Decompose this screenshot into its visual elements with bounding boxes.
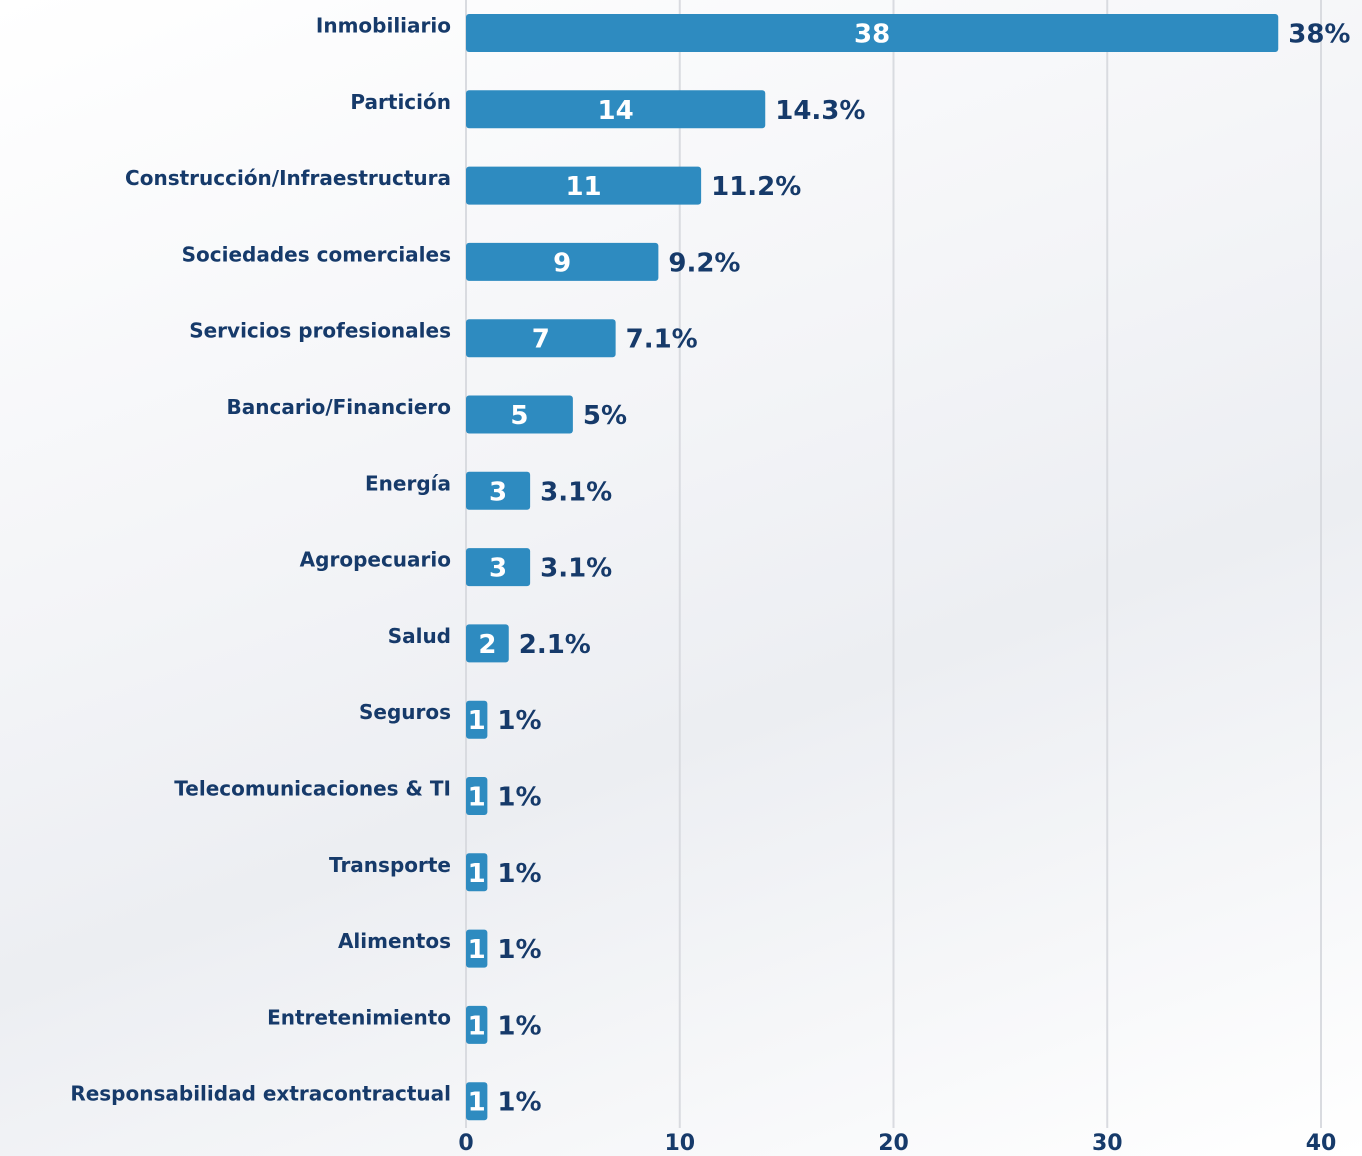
bar — [466, 166, 702, 205]
category-label: Salud — [388, 624, 451, 648]
bar — [466, 700, 488, 739]
bar — [466, 14, 1279, 52]
bar — [466, 1005, 488, 1044]
percent-label: 1% — [497, 935, 541, 965]
bar-value-label: 2 — [478, 630, 496, 660]
category-label: Transporte — [329, 853, 451, 877]
bar — [466, 929, 488, 968]
category-label: Alimentos — [338, 929, 451, 953]
bar — [466, 853, 488, 892]
bar-value-label: 11 — [565, 172, 601, 202]
percent-label: 5% — [583, 401, 627, 431]
percent-label: 7.1% — [626, 325, 698, 355]
bar-value-label: 1 — [468, 859, 486, 889]
bar — [466, 90, 766, 129]
bar — [466, 471, 531, 510]
bar-value-label: 1 — [468, 1011, 486, 1041]
x-tick-label: 40 — [1306, 1131, 1337, 1156]
bar — [466, 1082, 488, 1121]
x-tick-label: 0 — [458, 1131, 473, 1156]
percent-label: 38% — [1288, 20, 1350, 50]
category-label: Inmobiliario — [316, 14, 451, 38]
bar-value-label: 1 — [468, 935, 486, 965]
category-label: Entretenimiento — [267, 1005, 451, 1029]
percent-label: 1% — [497, 783, 541, 813]
category-label: Energía — [365, 471, 451, 495]
bar-value-label: 3 — [489, 554, 507, 584]
category-label: Construcción/Infraestructura — [125, 166, 451, 190]
percent-label: 2.1% — [519, 630, 591, 660]
bar — [466, 395, 573, 434]
bar-value-label: 5 — [510, 401, 528, 431]
category-label: Partición — [350, 90, 451, 114]
x-tick-label: 20 — [878, 1131, 909, 1156]
bar — [466, 624, 509, 663]
bar — [466, 242, 659, 281]
bar — [466, 777, 488, 815]
bar — [466, 319, 616, 358]
bar-value-label: 14 — [598, 96, 634, 126]
category-label: Agropecuario — [300, 548, 451, 572]
category-label: Responsabilidad extracontractual — [70, 1082, 451, 1106]
bar — [466, 548, 531, 587]
percent-label: 14.3% — [775, 96, 865, 126]
bar-value-label: 1 — [468, 1088, 486, 1118]
x-tick-label: 10 — [664, 1131, 695, 1156]
category-label: Bancario/Financiero — [227, 395, 451, 419]
percent-label: 1% — [497, 706, 541, 736]
category-label: Sociedades comerciales — [182, 242, 451, 266]
x-tick-label: 30 — [1092, 1131, 1123, 1156]
bar-value-label: 9 — [553, 248, 571, 278]
percent-label: 1% — [497, 1011, 541, 1041]
percent-label: 3.1% — [540, 554, 612, 584]
percent-label: 3.1% — [540, 477, 612, 507]
bar-value-label: 1 — [468, 783, 486, 813]
percent-label: 1% — [497, 1088, 541, 1118]
bar-value-label: 7 — [532, 325, 550, 355]
bar-value-label: 1 — [468, 706, 486, 736]
bar-value-label: 3 — [489, 477, 507, 507]
bar-value-label: 38 — [854, 20, 890, 50]
category-label: Telecomunicaciones & TI — [174, 777, 451, 801]
category-label: Seguros — [359, 700, 451, 724]
percent-label: 1% — [497, 859, 541, 889]
percent-label: 9.2% — [668, 248, 740, 278]
percent-label: 11.2% — [711, 172, 801, 202]
category-label: Servicios profesionales — [189, 319, 451, 343]
